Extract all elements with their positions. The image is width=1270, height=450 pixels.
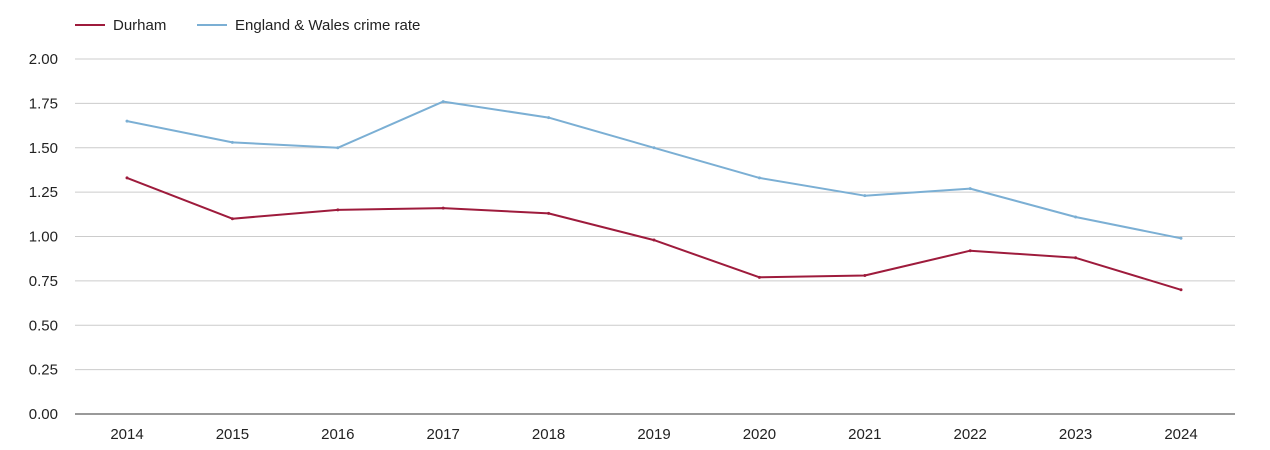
data-point-england-wales-crime-rate [863,194,866,197]
data-point-england-wales-crime-rate [231,141,234,144]
data-point-england-wales-crime-rate [653,146,656,149]
series-line-durham [127,178,1181,290]
y-tick-label: 1.50 [29,140,58,157]
x-tick-label: 2017 [427,426,460,443]
data-point-durham [442,207,445,210]
legend-label-durham: Durham [113,17,166,34]
data-point-england-wales-crime-rate [336,146,339,149]
x-tick-label: 2023 [1059,426,1092,443]
y-tick-label: 0.50 [29,317,58,334]
data-point-england-wales-crime-rate [758,176,761,179]
y-tick-label: 0.25 [29,362,58,379]
data-point-durham [653,239,656,242]
legend-label-england-wales-crime-rate: England & Wales crime rate [235,17,420,34]
data-point-england-wales-crime-rate [1074,215,1077,218]
data-point-durham [1074,256,1077,259]
data-point-durham [126,176,129,179]
data-point-durham [336,208,339,211]
x-tick-label: 2021 [848,426,881,443]
data-point-england-wales-crime-rate [442,100,445,103]
chart-legend: Durham England & Wales crime rate [75,17,420,34]
x-tick-label: 2015 [216,426,249,443]
y-tick-label: 1.25 [29,184,58,201]
data-point-durham [758,276,761,279]
x-tick-label: 2016 [321,426,354,443]
x-tick-label: 2014 [110,426,143,443]
y-tick-label: 1.75 [29,95,58,112]
data-point-england-wales-crime-rate [547,116,550,119]
x-tick-label: 2018 [532,426,565,443]
line-chart: Durham England & Wales crime rate 0.00 0.2… [0,0,1270,450]
data-point-durham [969,249,972,252]
y-tick-label: 2.00 [29,51,58,68]
data-point-durham [863,274,866,277]
chart-gridlines [75,59,1235,370]
y-axis-ticks: 0.00 0.25 0.50 0.75 1.00 1.25 1.50 1.75 2.00 [29,51,58,423]
x-tick-label: 2022 [954,426,987,443]
y-tick-label: 0.00 [29,406,58,423]
x-tick-label: 2019 [637,426,670,443]
data-point-england-wales-crime-rate [126,120,129,123]
x-tick-label: 2020 [743,426,776,443]
y-tick-label: 1.00 [29,229,58,246]
data-point-durham [231,217,234,220]
chart-series [126,100,1183,291]
series-line-england-wales-crime-rate [127,102,1181,239]
x-axis: 2014 2015 2016 2017 2018 2019 2020 2021 2022 2023… [75,414,1235,443]
data-point-england-wales-crime-rate [1180,237,1183,240]
data-point-england-wales-crime-rate [969,187,972,190]
x-tick-label: 2024 [1164,426,1197,443]
y-tick-label: 0.75 [29,273,58,290]
data-point-durham [1180,288,1183,291]
data-point-durham [547,212,550,215]
